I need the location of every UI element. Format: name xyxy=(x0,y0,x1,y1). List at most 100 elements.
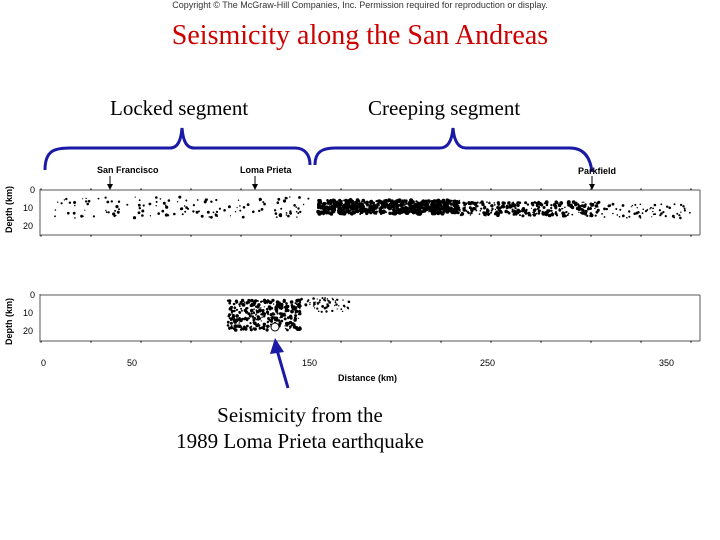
earthquake-dot xyxy=(315,301,317,303)
earthquake-dot xyxy=(155,205,157,207)
earthquake-dot xyxy=(112,212,116,216)
earthquake-dot xyxy=(277,198,280,201)
earthquake-dot xyxy=(289,327,291,330)
earthquake-dot xyxy=(173,212,176,216)
creeping-segment-bracket xyxy=(313,127,594,173)
earthquake-dot xyxy=(239,205,241,207)
earthquake-dot xyxy=(352,211,356,215)
earthquake-dot xyxy=(266,320,270,324)
earthquake-dot xyxy=(242,329,245,331)
earthquake-dot xyxy=(633,212,636,216)
earthquake-dot xyxy=(626,217,628,219)
earthquake-dot xyxy=(267,313,270,315)
earthquake-dot xyxy=(265,310,270,314)
earthquake-dot xyxy=(420,212,423,215)
earthquake-dot xyxy=(483,207,486,209)
earthquake-dot xyxy=(208,216,211,218)
earthquake-dot xyxy=(262,316,264,318)
earthquake-dot xyxy=(673,203,676,206)
earthquake-dot xyxy=(300,297,303,301)
earthquake-dot xyxy=(107,211,110,214)
earthquake-dot xyxy=(618,215,621,218)
earthquake-dot xyxy=(493,204,496,206)
earthquake-dot xyxy=(239,305,241,308)
earthquake-dot xyxy=(253,321,257,326)
earthquake-dot xyxy=(491,207,494,211)
earthquake-dot xyxy=(284,327,287,330)
earthquake-dot xyxy=(502,205,506,209)
earthquake-dot xyxy=(430,206,435,212)
earthquake-dot xyxy=(583,201,585,203)
earthquake-dot xyxy=(324,299,327,302)
earthquake-dot xyxy=(245,318,249,322)
earthquake-dot xyxy=(299,301,302,304)
earthquake-dot xyxy=(226,324,230,327)
earthquake-dot xyxy=(162,201,166,205)
earthquake-dot xyxy=(263,301,267,305)
earthquake-dot xyxy=(384,210,386,212)
earthquake-dot xyxy=(398,204,401,207)
earthquake-dot xyxy=(276,302,281,307)
earthquake-dot xyxy=(240,309,243,312)
earthquake-dot xyxy=(587,206,590,208)
earthquake-dot xyxy=(455,204,457,206)
earthquake-dot xyxy=(485,214,487,217)
earthquake-dot xyxy=(413,205,417,209)
earthquake-dot xyxy=(516,201,519,204)
earthquake-dot xyxy=(540,204,543,207)
earthquake-dot xyxy=(464,206,466,209)
earthquake-dot xyxy=(542,206,546,209)
earthquake-dot xyxy=(179,207,183,211)
earthquake-dot xyxy=(260,208,264,211)
earthquake-dot xyxy=(317,206,320,210)
earthquake-dot xyxy=(456,209,459,211)
earthquake-dot xyxy=(578,205,581,208)
earthquake-dot xyxy=(253,308,255,310)
earthquake-dot xyxy=(206,210,210,214)
earthquake-dot xyxy=(178,195,182,199)
earthquake-dot xyxy=(555,214,559,217)
earthquake-dot xyxy=(214,213,217,215)
earthquake-dot xyxy=(251,315,254,318)
top-depth-tick-10: 10 xyxy=(23,203,33,213)
earthquake-dot xyxy=(532,211,534,214)
earthquake-dot xyxy=(571,200,576,204)
earthquake-dot xyxy=(291,307,294,309)
earthquake-dot xyxy=(63,199,66,201)
earthquake-dot xyxy=(395,205,397,207)
earthquake-dot xyxy=(550,206,553,210)
earthquake-dot xyxy=(276,201,280,204)
earthquake-dot xyxy=(185,199,188,202)
earthquake-dot xyxy=(238,303,241,306)
earthquake-dot xyxy=(210,215,213,219)
earthquake-dot xyxy=(283,317,287,321)
earthquake-dot xyxy=(235,314,239,318)
earthquake-dot xyxy=(554,206,558,210)
earthquake-dot xyxy=(231,313,233,315)
earthquake-dot xyxy=(582,204,584,206)
earthquake-dot xyxy=(389,201,394,206)
earthquake-dot xyxy=(280,207,283,210)
earthquake-dot xyxy=(334,304,336,307)
earthquake-dot xyxy=(260,320,262,322)
earthquake-dot xyxy=(295,206,298,208)
earthquake-dot xyxy=(332,298,335,301)
earthquake-dot xyxy=(634,203,637,206)
earthquake-dot xyxy=(465,209,468,212)
earthquake-dot xyxy=(428,211,430,213)
earthquake-dot xyxy=(470,208,474,212)
earthquake-dot xyxy=(321,297,324,300)
bottom-seismicity-dots xyxy=(226,297,351,332)
earthquake-dot xyxy=(616,214,619,216)
earthquake-dot xyxy=(137,211,141,215)
earthquake-dot xyxy=(60,202,63,205)
earthquake-dot xyxy=(343,208,345,210)
earthquake-dot xyxy=(516,203,520,207)
earthquake-dot xyxy=(260,313,263,316)
earthquake-dot xyxy=(417,208,419,211)
earthquake-dot xyxy=(679,216,682,220)
earthquake-dot xyxy=(398,211,402,215)
earthquake-dot xyxy=(321,305,324,308)
earthquake-dot xyxy=(57,201,59,203)
earthquake-dot xyxy=(232,302,236,306)
